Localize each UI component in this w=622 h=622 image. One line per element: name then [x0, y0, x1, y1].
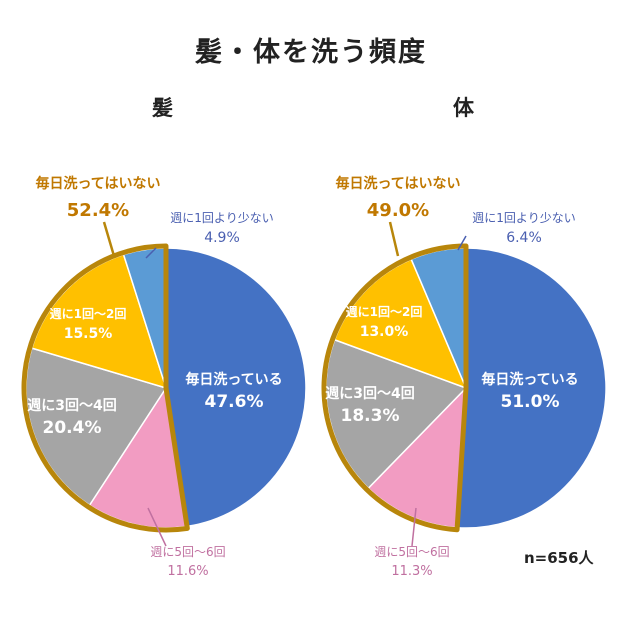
hair-label-daily: 毎日洗っている	[185, 371, 282, 388]
body-value-w3to4: 18.3%	[341, 406, 400, 426]
body-label-w3to4: 週に3回〜4回	[325, 386, 414, 402]
hair-value-w1to2: 15.5%	[64, 326, 113, 342]
body-not-daily-outline	[321, 243, 469, 533]
body-value-lt1: 6.4%	[506, 230, 542, 246]
body-label-daily: 毎日洗っている	[481, 371, 578, 388]
body-leader-w5to6	[411, 507, 417, 547]
hair-value-w5to6: 11.6%	[167, 564, 208, 579]
body-value-daily: 51.0%	[501, 392, 560, 412]
hair-value-lt1: 4.9%	[204, 230, 240, 246]
hair-value-w3to4: 20.4%	[43, 418, 102, 438]
hair-group-leader	[102, 221, 116, 257]
hair-pie-title: 髪	[152, 96, 173, 120]
body-value-w1to2: 13.0%	[360, 324, 409, 340]
body-label-w1to2: 週に1回〜2回	[346, 304, 423, 319]
hair-label-lt1: 週に1回より少ない	[170, 211, 273, 225]
hair-not-daily-outline	[21, 243, 190, 533]
body-label-w5to6: 週に5回〜6回	[374, 545, 449, 559]
hair-slice-daily	[165, 247, 307, 528]
body-slice-daily	[456, 247, 607, 529]
hair-group-label: 毎日洗ってはいない	[35, 175, 160, 192]
body-pie-title: 体	[453, 96, 474, 120]
hair-group-value: 52.4%	[67, 200, 129, 221]
hair-leader-w5to6	[147, 507, 167, 547]
sample-size-note: n=656人	[524, 549, 594, 567]
body-leader-lt1	[457, 235, 467, 251]
hair-label-w1to2: 週に1回〜2回	[50, 306, 127, 321]
hair-label-w5to6: 週に5回〜6回	[150, 545, 225, 559]
body-group-label: 毎日洗ってはいない	[335, 175, 460, 192]
body-group-value: 49.0%	[367, 200, 429, 221]
chart-title: 髪・体を洗う頻度	[195, 37, 427, 68]
body-value-w5to6: 11.3%	[391, 564, 432, 579]
body-label-lt1: 週に1回より少ない	[472, 211, 575, 225]
hair-leader-lt1	[145, 247, 157, 259]
body-group-leader	[388, 221, 400, 257]
hair-label-w3to4: 週に3回〜4回	[27, 398, 116, 414]
hair-value-daily: 47.6%	[205, 392, 264, 412]
